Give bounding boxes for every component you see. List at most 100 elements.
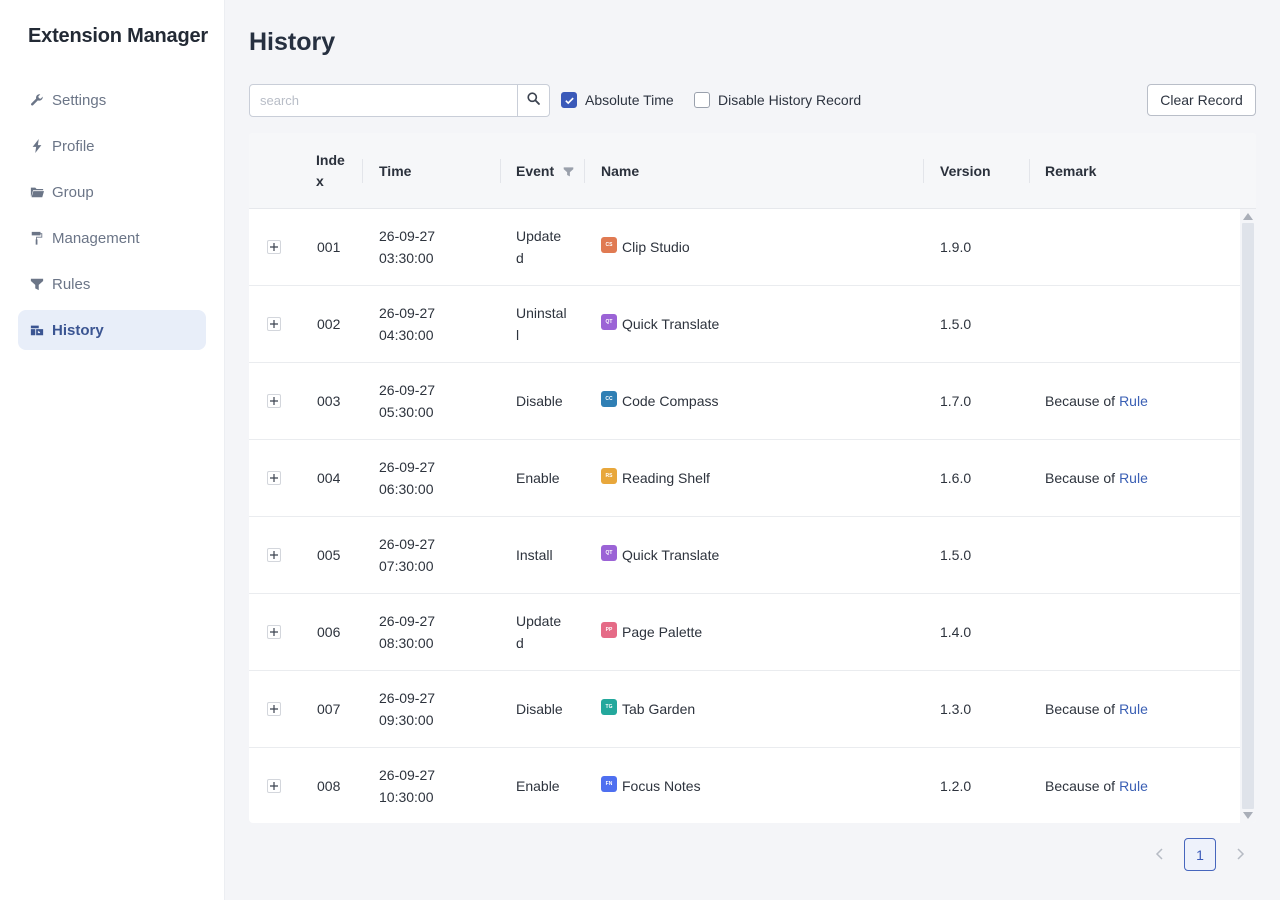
sidebar-nav: Settings Profile Group Management Rules	[18, 80, 206, 356]
rule-link[interactable]: Rule	[1119, 701, 1148, 717]
scroll-thumb[interactable]	[1242, 223, 1254, 809]
sidebar-item-management[interactable]: Management	[18, 218, 206, 258]
extension-name: Clip Studio	[622, 239, 690, 255]
table-row[interactable]: 006 26-09-27 08:30:00 Update d PP Page Palette…	[249, 594, 1240, 671]
expand-row-button[interactable]	[267, 394, 281, 408]
extension-icon: RS	[601, 468, 617, 484]
time-date: 26-09-27	[379, 613, 436, 629]
expand-row-button[interactable]	[267, 471, 281, 485]
table-row[interactable]: 002 26-09-27 04:30:00 Uninstal l QT Quick Tran…	[249, 286, 1240, 363]
extension-name: Quick Translate	[622, 547, 720, 563]
cell-event: Disable	[516, 671, 563, 747]
plus-icon	[270, 628, 278, 636]
expand-row-button[interactable]	[267, 317, 281, 331]
expand-row-button[interactable]	[267, 625, 281, 639]
expand-row-button[interactable]	[267, 548, 281, 562]
checkbox-unchecked[interactable]	[694, 92, 710, 108]
table-row[interactable]: 007 26-09-27 09:30:00 Disable TG Tab Garden 1.…	[249, 671, 1240, 748]
extension-name: Page Palette	[622, 624, 703, 640]
scroll-up-icon[interactable]	[1243, 213, 1253, 220]
event-text-wrap: d	[516, 250, 524, 266]
column-header-event[interactable]: Event	[516, 133, 574, 209]
absolute-time-checkbox[interactable]: Absolute Time	[561, 92, 674, 108]
column-header-time[interactable]: Time	[379, 163, 412, 179]
cell-time: 26-09-27 08:30:00	[379, 594, 435, 670]
cell-name: CC Code Compass	[601, 363, 719, 439]
expand-row-button[interactable]	[267, 240, 281, 254]
sidebar-item-label: Management	[52, 229, 140, 247]
column-header-remark[interactable]: Remark	[1045, 163, 1097, 179]
plus-icon	[270, 320, 278, 328]
filter-icon[interactable]	[563, 166, 574, 177]
paint-roller-icon	[29, 231, 44, 246]
table-row[interactable]: 008 26-09-27 10:30:00 Enable FN Focus Notes 1.…	[249, 748, 1240, 823]
cell-name: CS Clip Studio	[601, 209, 690, 285]
clear-record-button[interactable]: Clear Record	[1147, 84, 1256, 116]
cell-time: 26-09-27 09:30:00	[379, 671, 435, 747]
column-header-index[interactable]: Inde x	[316, 133, 345, 209]
cell-remark: Because of Rule	[1045, 748, 1148, 823]
page-title: History	[249, 28, 336, 56]
cell-remark: Because of Rule	[1045, 440, 1148, 516]
search-box	[249, 84, 550, 117]
search-input[interactable]	[250, 85, 517, 116]
table-row[interactable]: 001 26-09-27 03:30:00 Update d CS Clip Studio 1…	[249, 209, 1240, 286]
pagination: 1	[1149, 838, 1256, 872]
rule-link[interactable]: Rule	[1119, 393, 1148, 409]
remark-text: Because of	[1045, 470, 1116, 486]
cell-index: 008	[317, 778, 341, 794]
prev-page-button[interactable]	[1152, 846, 1168, 862]
cell-version: 1.5.0	[940, 547, 972, 563]
table-scrollbar[interactable]	[1240, 209, 1256, 823]
search-button[interactable]	[517, 85, 549, 116]
cell-index: 002	[317, 316, 341, 332]
sidebar-item-settings[interactable]: Settings	[18, 80, 206, 120]
extension-name: Code Compass	[622, 393, 719, 409]
extension-name: Quick Translate	[622, 316, 720, 332]
sidebar-item-rules[interactable]: Rules	[18, 264, 206, 304]
table-row[interactable]: 005 26-09-27 07:30:00 Install QT Quick Transl…	[249, 517, 1240, 594]
history-icon	[29, 323, 44, 338]
cell-event: Uninstal l	[516, 286, 567, 362]
sidebar-item-group[interactable]: Group	[18, 172, 206, 212]
cell-remark: Because of Rule	[1045, 671, 1148, 747]
table-row[interactable]: 003 26-09-27 05:30:00 Disable CC Code Compass…	[249, 363, 1240, 440]
page-number-current[interactable]: 1	[1184, 838, 1216, 871]
cell-event: Update d	[516, 594, 561, 670]
next-page-button[interactable]	[1232, 846, 1248, 862]
time-clock: 09:30:00	[379, 712, 434, 728]
chevron-right-icon	[1237, 848, 1245, 860]
plus-icon	[270, 782, 278, 790]
scroll-down-icon[interactable]	[1243, 812, 1253, 819]
cell-index: 004	[317, 470, 341, 486]
event-text: Enable	[516, 778, 560, 794]
table-row[interactable]: 004 26-09-27 06:30:00 Enable RS Reading Shelf…	[249, 440, 1240, 517]
cell-index: 007	[317, 701, 341, 717]
cell-time: 26-09-27 07:30:00	[379, 517, 435, 593]
sidebar-item-label: Group	[52, 183, 94, 201]
cell-version: 1.5.0	[940, 316, 972, 332]
sidebar-item-profile[interactable]: Profile	[18, 126, 206, 166]
event-text: Uninstal	[516, 305, 567, 321]
cell-event: Enable	[516, 748, 560, 823]
rule-link[interactable]: Rule	[1119, 470, 1148, 486]
header-text: x	[316, 173, 324, 189]
cell-time: 26-09-27 04:30:00	[379, 286, 435, 362]
chevron-left-icon	[1155, 848, 1163, 860]
expand-row-button[interactable]	[267, 702, 281, 716]
column-divider	[1029, 159, 1030, 183]
disable-history-label: Disable History Record	[718, 92, 862, 108]
checkbox-checked[interactable]	[561, 92, 577, 108]
expand-row-button[interactable]	[267, 779, 281, 793]
time-date: 26-09-27	[379, 767, 436, 783]
column-divider	[584, 159, 585, 183]
table-header: Inde x Time Event Name Version Remark	[249, 133, 1256, 209]
sidebar-item-history[interactable]: History	[18, 310, 206, 350]
event-text: Update	[516, 613, 562, 629]
rule-link[interactable]: Rule	[1119, 778, 1148, 794]
column-header-version[interactable]: Version	[940, 163, 991, 179]
column-divider	[923, 159, 924, 183]
time-date: 26-09-27	[379, 459, 436, 475]
disable-history-checkbox[interactable]: Disable History Record	[694, 92, 861, 108]
column-header-name[interactable]: Name	[601, 163, 640, 179]
